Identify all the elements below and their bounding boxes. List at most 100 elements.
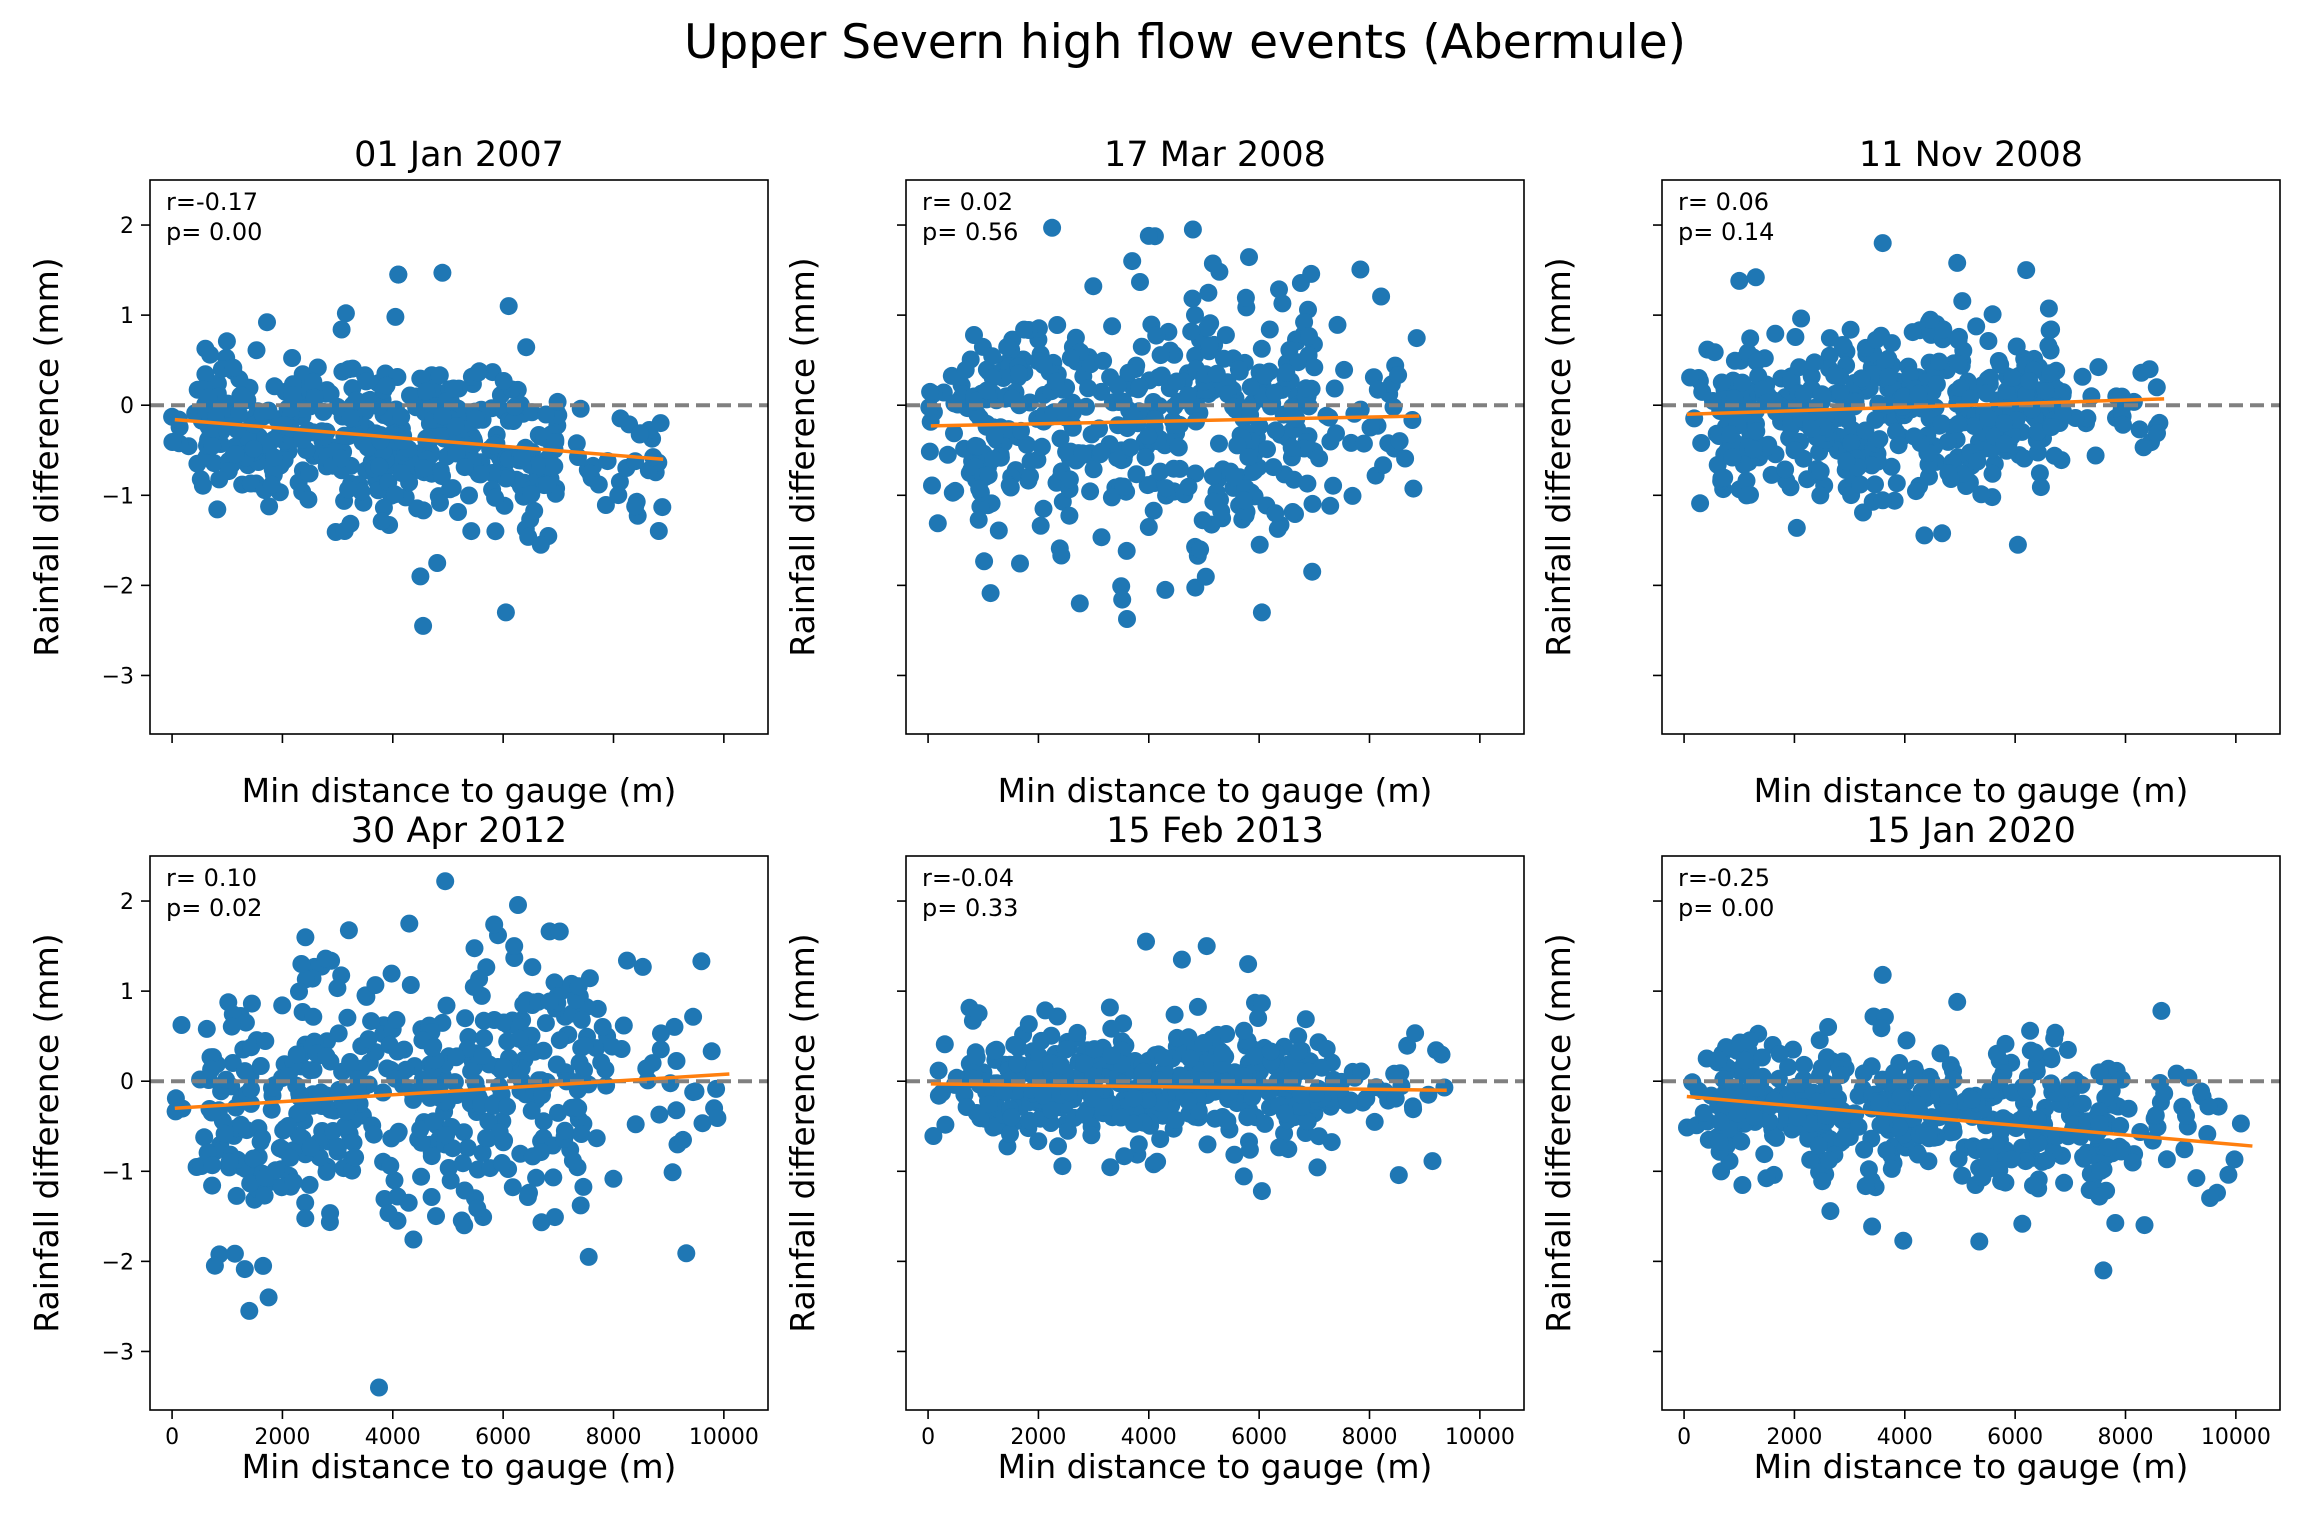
scatter-point <box>1744 440 1763 459</box>
scatter-point <box>474 1011 493 1030</box>
scatter-point <box>1681 368 1700 387</box>
scatter-point <box>341 409 360 428</box>
scatter-point <box>1933 524 1952 543</box>
scatter-point <box>1260 320 1279 339</box>
scatter-point <box>2090 1063 2109 1082</box>
scatter-point <box>626 497 645 516</box>
x-tick-label: 8000 <box>586 1425 642 1450</box>
p-value-label: p= 0.00 <box>166 218 262 246</box>
scatter-point <box>428 554 447 572</box>
scatter-point <box>938 445 957 464</box>
scatter-point <box>1079 379 1098 398</box>
scatter-point <box>382 964 401 983</box>
scatter-point <box>567 434 586 453</box>
scatter-point <box>1385 1064 1404 1083</box>
scatter-point <box>1728 1104 1747 1123</box>
scatter-point <box>1082 1126 1101 1145</box>
scatter-point <box>444 379 463 398</box>
scatter-point <box>984 450 1003 469</box>
scatter-point <box>1995 434 2014 453</box>
scatter-point <box>447 1048 466 1067</box>
scatter-point <box>372 512 391 531</box>
scatter-point <box>1225 468 1244 487</box>
scatter-point <box>2086 446 2105 465</box>
scatter-point <box>989 521 1008 540</box>
scatter-point <box>1312 1058 1331 1077</box>
scatter-point <box>1217 1025 1236 1043</box>
scatter-point <box>550 1031 569 1050</box>
scatter-point <box>614 1016 633 1035</box>
scatter-point <box>1036 1001 1055 1020</box>
scatter-point <box>498 1097 516 1116</box>
scatter-point <box>2041 1047 2060 1066</box>
scatter-point <box>1877 1141 1896 1160</box>
scatter-point <box>1250 535 1269 554</box>
scatter-point <box>1744 1107 1763 1126</box>
scatter-point <box>1132 337 1151 356</box>
scatter-point <box>1407 329 1426 348</box>
scatter-point <box>422 1147 441 1166</box>
scatter-point <box>555 1121 574 1140</box>
scatter-point <box>1121 438 1140 457</box>
scatter-point <box>1852 369 1871 388</box>
scatter-point <box>1691 494 1710 513</box>
scatter-point <box>1692 434 1711 452</box>
scatter-point <box>332 320 351 339</box>
x-tick-label: 6000 <box>1987 1425 2043 1450</box>
scatter-point <box>544 1168 563 1187</box>
scatter-point <box>1236 288 1255 307</box>
scatter-point <box>1252 603 1271 622</box>
scatter-point <box>386 1069 405 1088</box>
scatter-point <box>1101 1158 1120 1177</box>
scatter-point <box>226 445 245 464</box>
scatter-point <box>1151 1130 1170 1149</box>
scatter-point <box>1125 1114 1143 1133</box>
scatter-point <box>251 1132 270 1151</box>
y-tick-label: −1 <box>102 484 134 509</box>
x-tick-label: 4000 <box>1121 1425 1177 1450</box>
scatter-point <box>1169 437 1187 456</box>
scatter-point <box>2147 378 2166 397</box>
scatter-point <box>274 416 293 435</box>
scatter-point <box>2114 415 2132 434</box>
scatter-point <box>296 1209 315 1228</box>
scatter-point <box>1351 260 1370 279</box>
scatter-point <box>1240 248 1258 267</box>
scatter-point <box>1721 425 1740 444</box>
scatter-point <box>1786 328 1805 346</box>
scatter-point <box>1851 475 1870 494</box>
scatter-point <box>1034 499 1053 518</box>
scatter-point <box>1240 1140 1259 1159</box>
scatter-point <box>471 465 490 484</box>
p-value-label: p= 0.00 <box>1678 894 1774 922</box>
scatter-point <box>1234 491 1253 510</box>
scatter-point <box>1921 310 1940 329</box>
scatter-point <box>1905 427 1924 446</box>
scatter-point <box>1139 1090 1157 1109</box>
scatter-point <box>663 1163 682 1182</box>
scatter-point <box>205 1256 224 1275</box>
scatter-point <box>400 914 419 933</box>
scatter-point <box>1049 1137 1067 1156</box>
scatter-point <box>1083 1089 1102 1108</box>
scatter-point <box>1117 541 1136 560</box>
scatter-point <box>1934 320 1953 339</box>
scatter-point <box>1198 1135 1217 1154</box>
scatter-point <box>328 979 347 998</box>
scatter-point <box>203 437 222 456</box>
scatter-point <box>2177 1106 2195 1125</box>
scatter-point <box>1139 518 1158 536</box>
scatter-point <box>1216 326 1235 345</box>
scatter-point <box>1747 352 1766 371</box>
scatter-point <box>465 939 484 958</box>
scatter-point <box>1915 526 1934 545</box>
scatter-point <box>1154 1048 1173 1067</box>
scatter-point <box>977 381 996 400</box>
scatter-point <box>293 430 312 449</box>
scatter-point <box>969 1004 988 1023</box>
scatter-point <box>1932 414 1951 433</box>
scatter-point <box>1295 313 1314 332</box>
scatter-point <box>2140 360 2159 379</box>
scatter-point <box>240 1301 259 1320</box>
scatter-point <box>2090 1187 2109 1206</box>
